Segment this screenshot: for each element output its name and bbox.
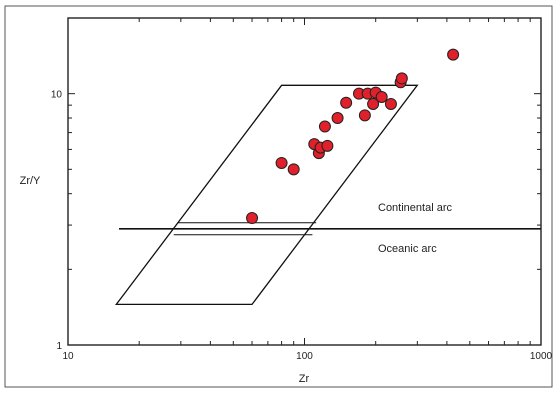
field-outline bbox=[114, 84, 419, 306]
x-tick-label: 1000 bbox=[530, 351, 553, 362]
data-point bbox=[331, 112, 344, 125]
y-axis-label: Zr/Y bbox=[20, 175, 41, 187]
data-point bbox=[246, 212, 259, 225]
data-point bbox=[395, 72, 408, 85]
y-tick-label: 10 bbox=[51, 90, 63, 101]
x-tick-label: 10 bbox=[62, 351, 74, 362]
data-point bbox=[375, 90, 388, 103]
annotation-oceanic-arc: Oceanic arc bbox=[378, 243, 437, 255]
annotation-continental-arc: Continental arc bbox=[378, 202, 452, 214]
data-point bbox=[384, 97, 397, 110]
data-point bbox=[275, 156, 288, 169]
data-point bbox=[287, 163, 300, 176]
data-point bbox=[367, 97, 380, 110]
data-point bbox=[358, 109, 371, 122]
x-tick-label: 100 bbox=[296, 351, 313, 362]
y-tick-label: 1 bbox=[56, 341, 62, 352]
data-points bbox=[246, 48, 460, 225]
data-point bbox=[318, 120, 331, 133]
data-point bbox=[340, 96, 353, 109]
data-point bbox=[321, 139, 334, 152]
tectonic-field bbox=[114, 84, 541, 306]
plot-area bbox=[67, 17, 542, 346]
data-point bbox=[447, 48, 460, 61]
x-axis-label: Zr bbox=[299, 373, 310, 385]
